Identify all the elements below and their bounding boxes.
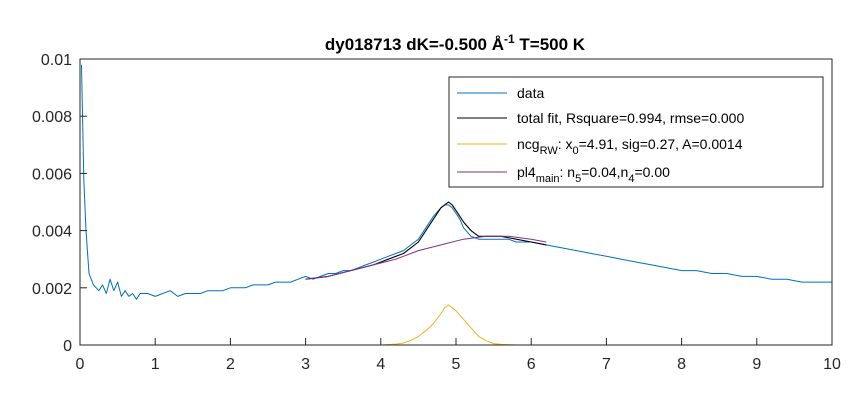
series-line-data bbox=[81, 64, 832, 300]
legend-text-part: main bbox=[536, 173, 560, 185]
chart-title-prefix: dy018713 dK=-0.500 Å bbox=[325, 35, 504, 54]
legend-text-part: 0 bbox=[573, 145, 579, 157]
legend-text-part: : x bbox=[558, 136, 573, 152]
x-tick-label: 7 bbox=[602, 356, 611, 373]
legend-box bbox=[448, 76, 824, 188]
legend-label-pl4: pl4main: n5=0.04,n4=0.00 bbox=[517, 164, 670, 185]
series-line-pl4 bbox=[305, 235, 547, 280]
y-tick-label: 0.008 bbox=[32, 109, 72, 126]
legend-text-part: 4 bbox=[628, 173, 634, 185]
legend-label-data: data bbox=[517, 85, 544, 101]
y-tick-label: 0.006 bbox=[32, 166, 72, 183]
legend-text-part: =4.91, sig=0.27, A=0.0014 bbox=[579, 136, 743, 152]
x-tick-label: 1 bbox=[151, 356, 160, 373]
x-tick-label: 5 bbox=[452, 356, 461, 373]
y-tick-label: 0.004 bbox=[32, 224, 72, 241]
legend-text-part: 5 bbox=[575, 173, 581, 185]
legend-text-part: ncg bbox=[517, 136, 540, 152]
legend-label-total: total fit, Rsquare=0.994, rmse=0.000 bbox=[517, 110, 744, 126]
chart-title-suffix: T=500 K bbox=[515, 35, 586, 54]
legend-text-part: =0.04,n bbox=[581, 164, 628, 180]
legend-label-ncg: ncgRW: x0=4.91, sig=0.27, A=0.0014 bbox=[517, 136, 743, 157]
chart-title-superscript: -1 bbox=[504, 32, 515, 46]
legend-text-part: RW bbox=[540, 145, 559, 157]
legend-text-part: : n bbox=[560, 164, 576, 180]
legend-text-part: =0.00 bbox=[634, 164, 670, 180]
y-axis: 0 0.002 0.004 0.006 0.008 0.01 bbox=[32, 52, 87, 355]
y-tick-label: 0.01 bbox=[41, 52, 72, 69]
x-axis: 0 1 2 3 4 5 6 7 8 9 10 bbox=[76, 338, 841, 373]
x-tick-label: 10 bbox=[823, 356, 841, 373]
x-tick-label: 8 bbox=[677, 356, 686, 373]
x-tick-label: 2 bbox=[226, 356, 235, 373]
legend: data total fit, Rsquare=0.994, rmse=0.000… bbox=[448, 76, 824, 188]
x-tick-label: 9 bbox=[752, 356, 761, 373]
y-tick-label: 0.002 bbox=[32, 281, 72, 298]
legend-text-part: pl4 bbox=[517, 164, 536, 180]
chart-title: dy018713 dK=-0.500 Å-1 T=500 K bbox=[325, 32, 586, 54]
y-tick-label: 0 bbox=[63, 338, 72, 355]
legend-text-part: total fit, Rsquare=0.994, rmse=0.000 bbox=[517, 110, 744, 126]
x-tick-label: 6 bbox=[527, 356, 536, 373]
x-tick-label: 0 bbox=[76, 356, 85, 373]
x-tick-label: 3 bbox=[301, 356, 310, 373]
legend-text-part: data bbox=[517, 85, 544, 101]
x-tick-label: 4 bbox=[376, 356, 385, 373]
